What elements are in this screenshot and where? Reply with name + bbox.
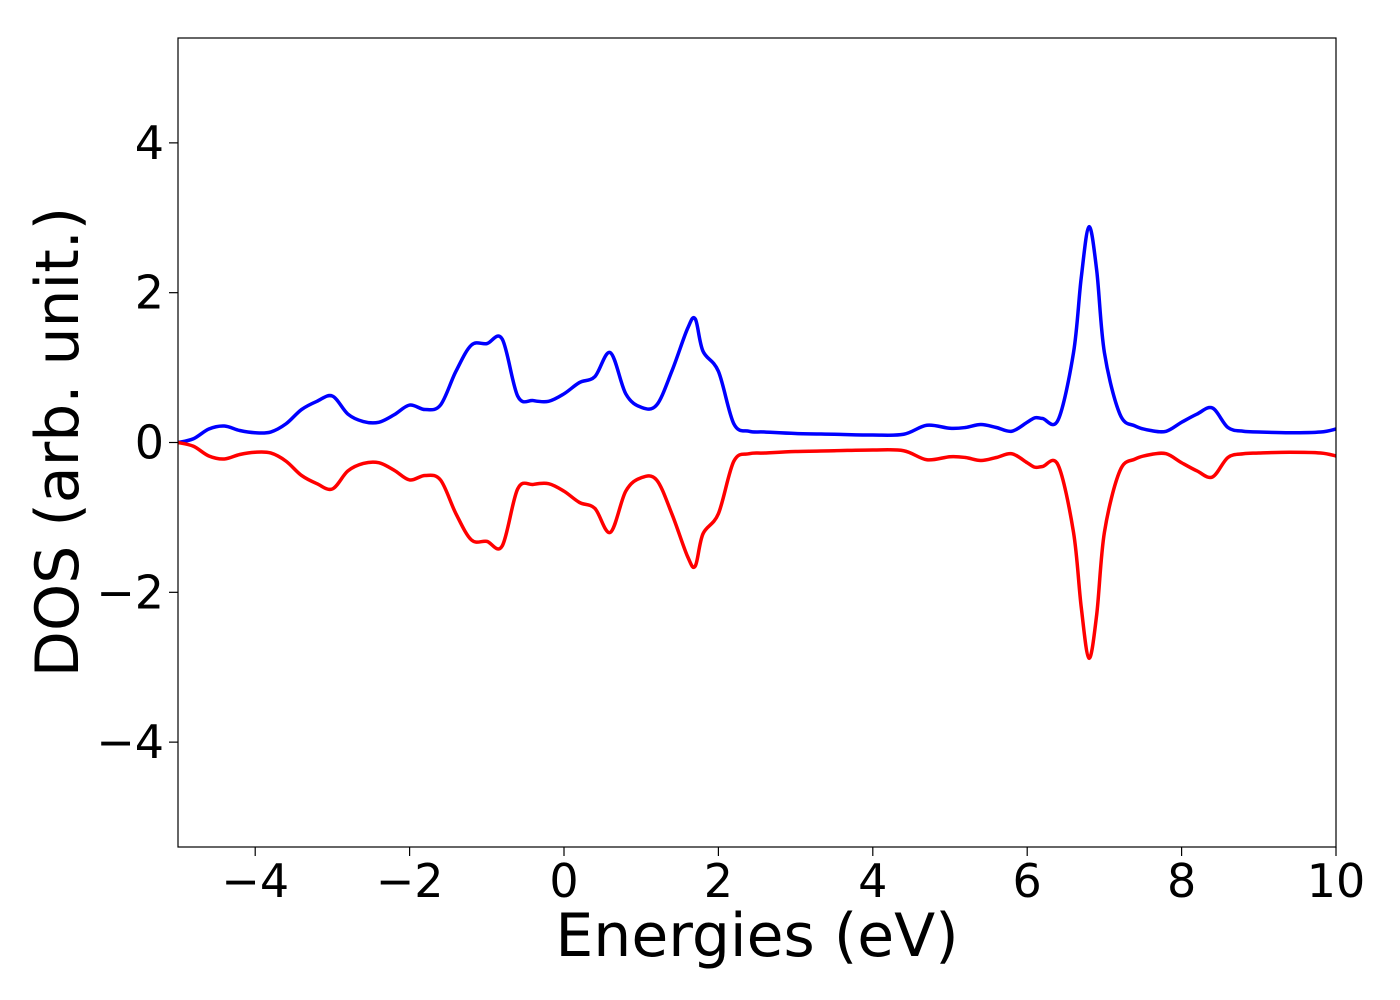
x-tick-label: 0 bbox=[549, 854, 578, 908]
y-tick-label: 4 bbox=[135, 116, 164, 170]
x-axis: −4 −2 0 2 4 6 8 10 bbox=[221, 847, 1365, 908]
x-tick-label: 6 bbox=[1013, 854, 1042, 908]
y-tick-label: −4 bbox=[96, 715, 164, 769]
y-axis: −4 −2 0 2 4 bbox=[96, 116, 178, 769]
x-tick-label: 10 bbox=[1307, 854, 1366, 908]
plot-frame bbox=[177, 37, 1337, 848]
x-tick-label: 4 bbox=[858, 854, 887, 908]
y-tick-label: 0 bbox=[135, 416, 164, 470]
x-tick-label: 2 bbox=[704, 854, 733, 908]
series-layer bbox=[178, 225, 1336, 660]
x-tick-label: −2 bbox=[376, 854, 444, 908]
series-line-1 bbox=[178, 225, 1336, 445]
y-tick-label: −2 bbox=[96, 565, 164, 619]
x-tick-label: −4 bbox=[221, 854, 289, 908]
x-tick-label: 8 bbox=[1167, 854, 1196, 908]
y-axis-label: DOS (arb. unit.) bbox=[23, 207, 93, 677]
y-tick-label: 2 bbox=[135, 266, 164, 320]
x-axis-label: Energies (eV) bbox=[555, 901, 958, 971]
series-line-2 bbox=[178, 440, 1336, 660]
